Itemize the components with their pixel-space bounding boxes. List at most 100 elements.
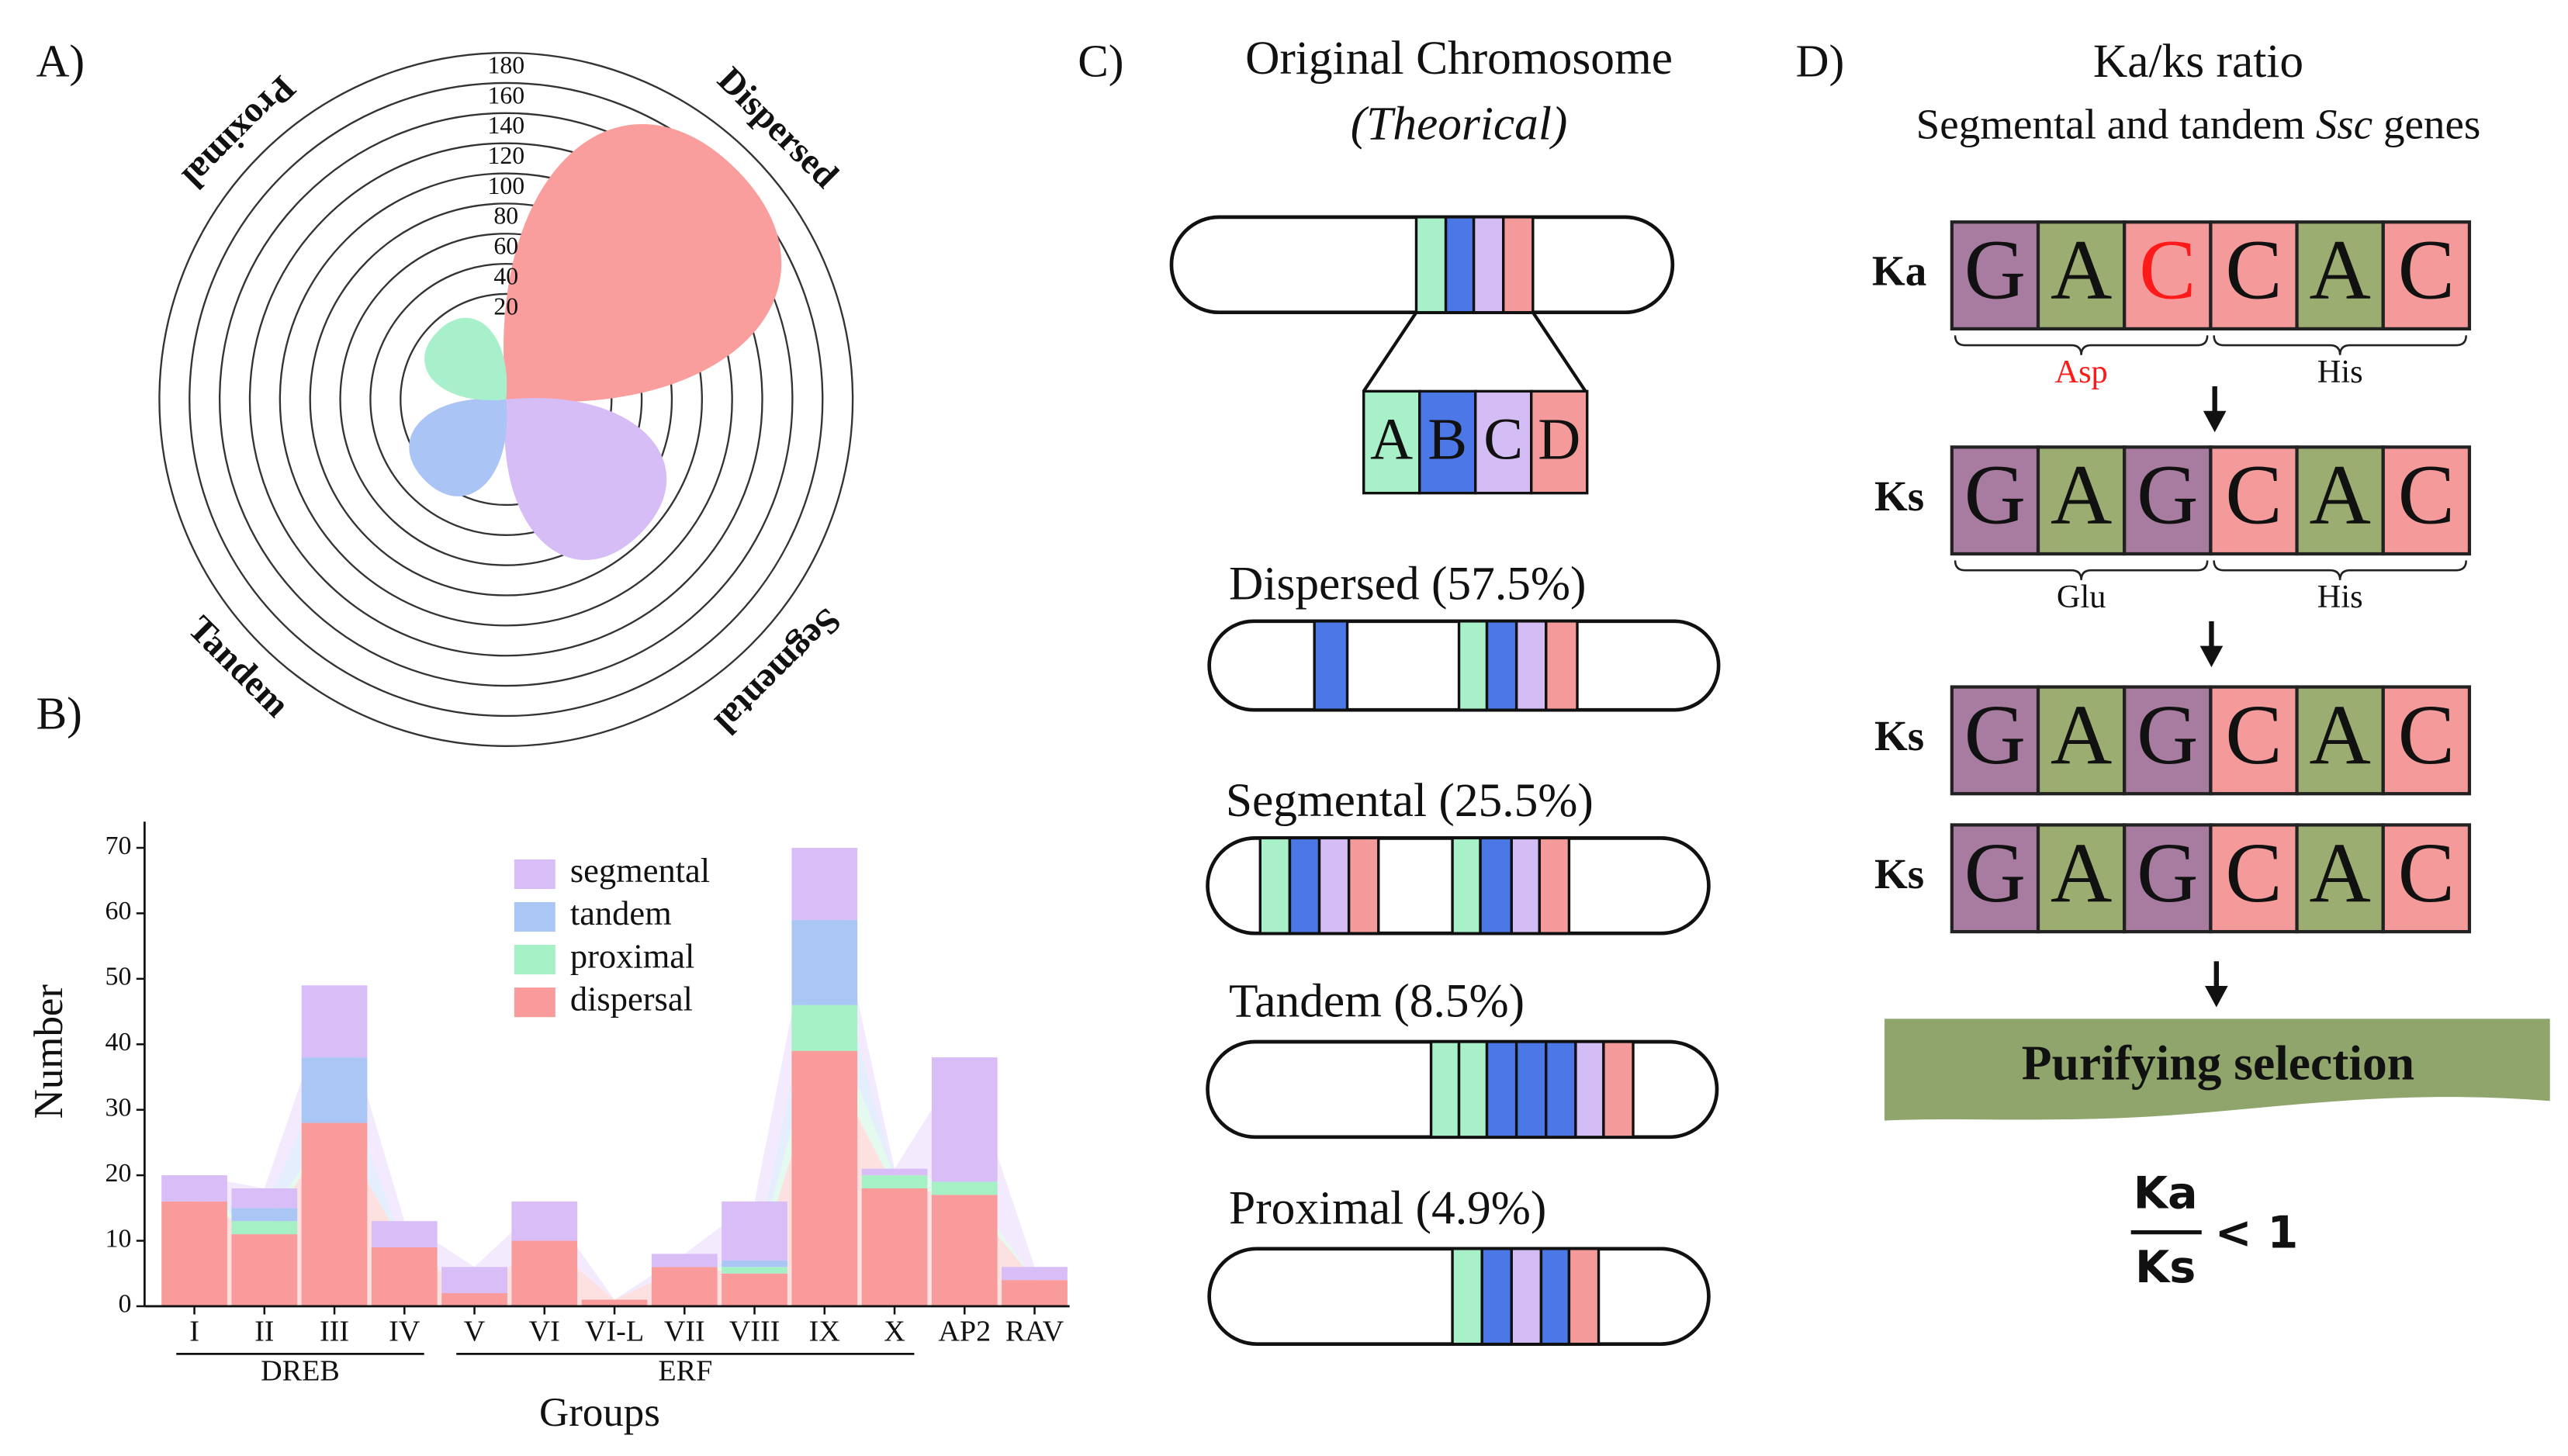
base-letter: A bbox=[2309, 448, 2371, 542]
legend-swatch bbox=[514, 945, 555, 975]
row-label: Dispersed (57.5%) bbox=[1229, 558, 1586, 610]
y-tick-label: 10 bbox=[106, 1224, 132, 1253]
bar-segment bbox=[1002, 1280, 1068, 1306]
arrows bbox=[2199, 386, 2228, 1008]
radial-tick-label: 20 bbox=[493, 292, 518, 320]
legend-swatch bbox=[514, 987, 555, 1018]
bar-segment bbox=[931, 1057, 998, 1182]
bar-segment bbox=[511, 1240, 578, 1306]
bar-segment bbox=[861, 1175, 928, 1188]
codon-label: His bbox=[2317, 354, 2363, 390]
x-tick-label: II bbox=[254, 1316, 274, 1348]
y-tick-label: 30 bbox=[106, 1093, 132, 1122]
base-letter: G bbox=[1964, 223, 2026, 317]
panel-label: B) bbox=[36, 687, 82, 738]
panel-label: A) bbox=[36, 36, 85, 87]
base-box bbox=[2381, 685, 2472, 796]
panel-d-title: Ka/ks ratio bbox=[2093, 35, 2303, 88]
legend-label: dispersal bbox=[570, 979, 693, 1018]
base-letter: G bbox=[1964, 825, 2026, 920]
bar-segment bbox=[231, 1221, 298, 1235]
legend-label: segmental bbox=[570, 851, 710, 890]
bar-segment bbox=[301, 985, 368, 1058]
y-tick-label: 0 bbox=[118, 1290, 131, 1319]
y-tick-label: 70 bbox=[106, 832, 132, 860]
x-tick-label: VI bbox=[529, 1316, 560, 1348]
bar-segment bbox=[1002, 1267, 1068, 1281]
numerator: Ka bbox=[2134, 1168, 2198, 1219]
radial-tick-label: 140 bbox=[487, 112, 524, 139]
y-tick-label: 60 bbox=[106, 897, 132, 925]
base-box bbox=[2295, 220, 2385, 331]
base-box bbox=[2209, 685, 2299, 796]
codon-label: Asp bbox=[2055, 354, 2108, 390]
row-label: Ks bbox=[1874, 850, 1924, 897]
base-letter: C bbox=[2398, 825, 2455, 920]
petal bbox=[503, 124, 782, 403]
base-letter: A bbox=[2051, 825, 2113, 920]
group-label: ERF bbox=[658, 1355, 712, 1388]
ring bbox=[218, 112, 794, 687]
segment-letter: D bbox=[1538, 407, 1580, 472]
x-tick-label: RAV bbox=[1005, 1316, 1064, 1348]
dispersed-chromosome bbox=[1207, 619, 1721, 712]
x-axis-title: Groups bbox=[539, 1390, 660, 1435]
x-tick-label: I bbox=[189, 1316, 199, 1348]
base-box bbox=[2381, 823, 2472, 934]
x-tick-label: V bbox=[464, 1316, 486, 1348]
banner bbox=[1884, 1019, 2550, 1121]
relation: < 1 bbox=[2215, 1207, 2299, 1258]
base-box bbox=[2209, 445, 2299, 556]
panel-c-subtitle: (Theorical) bbox=[1351, 98, 1568, 150]
tandem-chromosome bbox=[1206, 1039, 1719, 1140]
base-letter: A bbox=[2309, 825, 2371, 920]
x-tick-label: VII bbox=[664, 1316, 705, 1348]
x-tick-label: VI-L bbox=[585, 1316, 644, 1348]
base-letter: A bbox=[2051, 223, 2113, 317]
base-letter: C bbox=[2225, 687, 2282, 782]
segment-letter: B bbox=[1428, 407, 1467, 472]
row-label: Ka bbox=[1872, 247, 1926, 295]
y-tick-label: 20 bbox=[106, 1159, 132, 1188]
radial-tick-label: 80 bbox=[493, 202, 518, 230]
base-box bbox=[2295, 823, 2385, 934]
base-box bbox=[2036, 220, 2127, 331]
proximal-chromosome bbox=[1207, 1247, 1711, 1346]
ring bbox=[158, 51, 854, 747]
base-letter: G bbox=[2137, 448, 2199, 542]
x-tick-label: IV bbox=[389, 1316, 421, 1348]
bar-segment bbox=[791, 847, 858, 920]
bar-segment bbox=[301, 1057, 368, 1123]
bar-segment bbox=[931, 1195, 998, 1306]
base-box bbox=[2123, 823, 2213, 934]
bar-segment bbox=[791, 919, 858, 1005]
panel-c-title: Original Chromosome bbox=[1245, 32, 1673, 85]
y-tick-label: 50 bbox=[106, 963, 132, 991]
ring bbox=[369, 262, 643, 536]
bar-segment bbox=[861, 1168, 928, 1176]
row-label: Ks bbox=[1874, 472, 1924, 520]
x-tick-label: X bbox=[884, 1316, 905, 1348]
bar-segment bbox=[722, 1201, 787, 1261]
radial-tick-label: 160 bbox=[487, 81, 524, 109]
ring bbox=[309, 202, 703, 597]
base-letter: G bbox=[2137, 687, 2199, 782]
base-letter: C bbox=[2398, 687, 2455, 782]
category-label: Segmental bbox=[707, 600, 849, 742]
bar-segment bbox=[371, 1247, 438, 1306]
base-letter: G bbox=[2137, 825, 2199, 920]
base-box bbox=[2036, 445, 2127, 556]
bar-segment bbox=[301, 1122, 368, 1306]
bar-segment bbox=[371, 1221, 438, 1247]
base-letter: A bbox=[2051, 448, 2113, 542]
base-box bbox=[2209, 823, 2299, 934]
bar-segment bbox=[651, 1254, 718, 1268]
panel-label: D) bbox=[1796, 36, 1845, 87]
base-letter: C bbox=[2398, 223, 2455, 317]
codon-brace bbox=[1954, 560, 2209, 580]
bar-segment bbox=[651, 1267, 718, 1306]
base-box bbox=[2295, 685, 2385, 796]
row-label: Tandem (8.5%) bbox=[1229, 974, 1525, 1027]
